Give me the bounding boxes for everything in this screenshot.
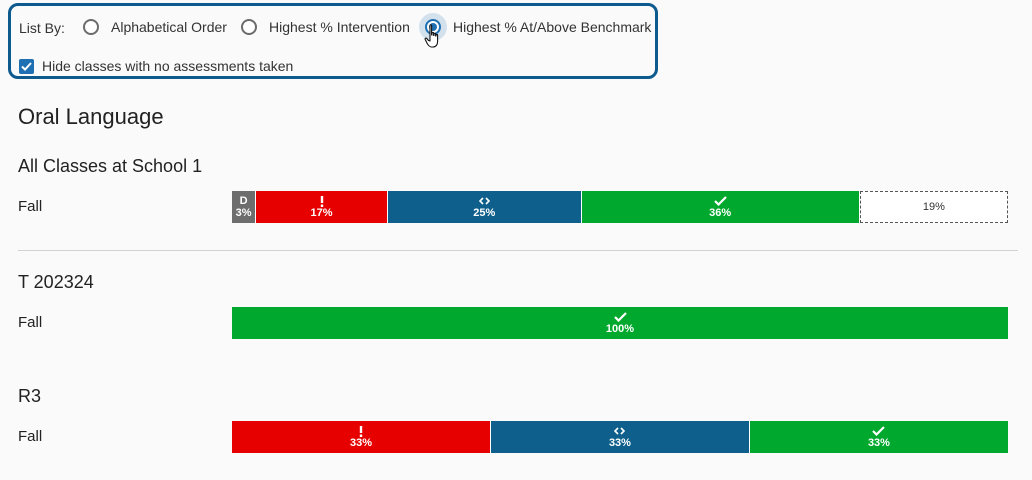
bar-segment-D[interactable]: D 3% [232, 191, 257, 223]
segment-percent-label: 3% [235, 206, 252, 219]
checkmark-icon [713, 196, 727, 207]
radio-label-benchmark: Highest % At/Above Benchmark [453, 19, 652, 35]
bar-segment-intervention[interactable]: 33% [232, 421, 491, 453]
bar-segment-benchmark[interactable]: 100% [232, 307, 1008, 339]
hide-empty-classes-label: Hide classes with no assessments taken [42, 58, 294, 74]
radio-label-alphabetical: Alphabetical Order [111, 19, 227, 35]
checkbox-checked-icon [19, 58, 34, 74]
bar-segment-not-assessed[interactable]: 19% [859, 191, 1008, 223]
bar-segment-intervention[interactable]: 17% [256, 191, 388, 223]
segment-percent-label: 36% [709, 206, 732, 219]
segment-percent-label: 19% [922, 201, 945, 213]
radio-highest-at-above-benchmark[interactable]: Highest % At/Above Benchmark [419, 13, 652, 41]
segment-percent-label: 33% [608, 436, 631, 449]
benchmark-bar[interactable]: 33% 33% 33% [232, 421, 1008, 453]
checkmark-icon [872, 426, 886, 437]
group-title: T 202324 [18, 272, 94, 292]
chevrons-icon [614, 426, 626, 437]
term-label: Fall [18, 428, 43, 445]
group-divider [18, 250, 1018, 251]
bar-segment-benchmark[interactable]: 36% [581, 191, 860, 223]
hide-empty-classes-checkbox[interactable]: Hide classes with no assessments taken [19, 58, 293, 74]
bar-segment-benchmark[interactable]: 33% [749, 421, 1008, 453]
radio-button-icon [83, 19, 99, 35]
segment-percent-label: 100% [605, 322, 635, 335]
radio-label-intervention: Highest % Intervention [269, 19, 410, 35]
section-title: Oral Language [18, 104, 164, 129]
segment-percent-label: 33% [349, 436, 372, 449]
bar-segment-strategic[interactable]: 33% [490, 421, 750, 453]
exclamation-icon [359, 425, 363, 437]
segment-percent-label: 25% [473, 206, 496, 219]
radio-button-icon [241, 19, 257, 35]
exclamation-icon [320, 195, 324, 207]
list-by-filter-panel: List By: Alphabetical Order Highest % In… [8, 3, 658, 79]
group-title: R3 [18, 386, 42, 406]
radio-alphabetical-order[interactable]: Alphabetical Order [77, 16, 227, 38]
checkmark-icon [613, 312, 627, 323]
chevrons-icon [478, 196, 490, 207]
segment-code-label: D [239, 194, 248, 207]
list-by-label: List By: [19, 20, 65, 36]
group-title: All Classes at School 1 [18, 156, 203, 176]
benchmark-bar[interactable]: D 3% 17% 25% 36% 19% [232, 191, 1008, 223]
term-label: Fall [18, 314, 43, 331]
benchmark-bar[interactable]: 100% [232, 307, 1008, 339]
segment-percent-label: 33% [867, 436, 890, 449]
segment-percent-label: 17% [310, 206, 333, 219]
hand-pointer-cursor-icon [424, 24, 439, 48]
radio-highest-intervention[interactable]: Highest % Intervention [235, 16, 410, 38]
term-label: Fall [18, 198, 43, 215]
bar-segment-strategic[interactable]: 25% [388, 191, 582, 223]
